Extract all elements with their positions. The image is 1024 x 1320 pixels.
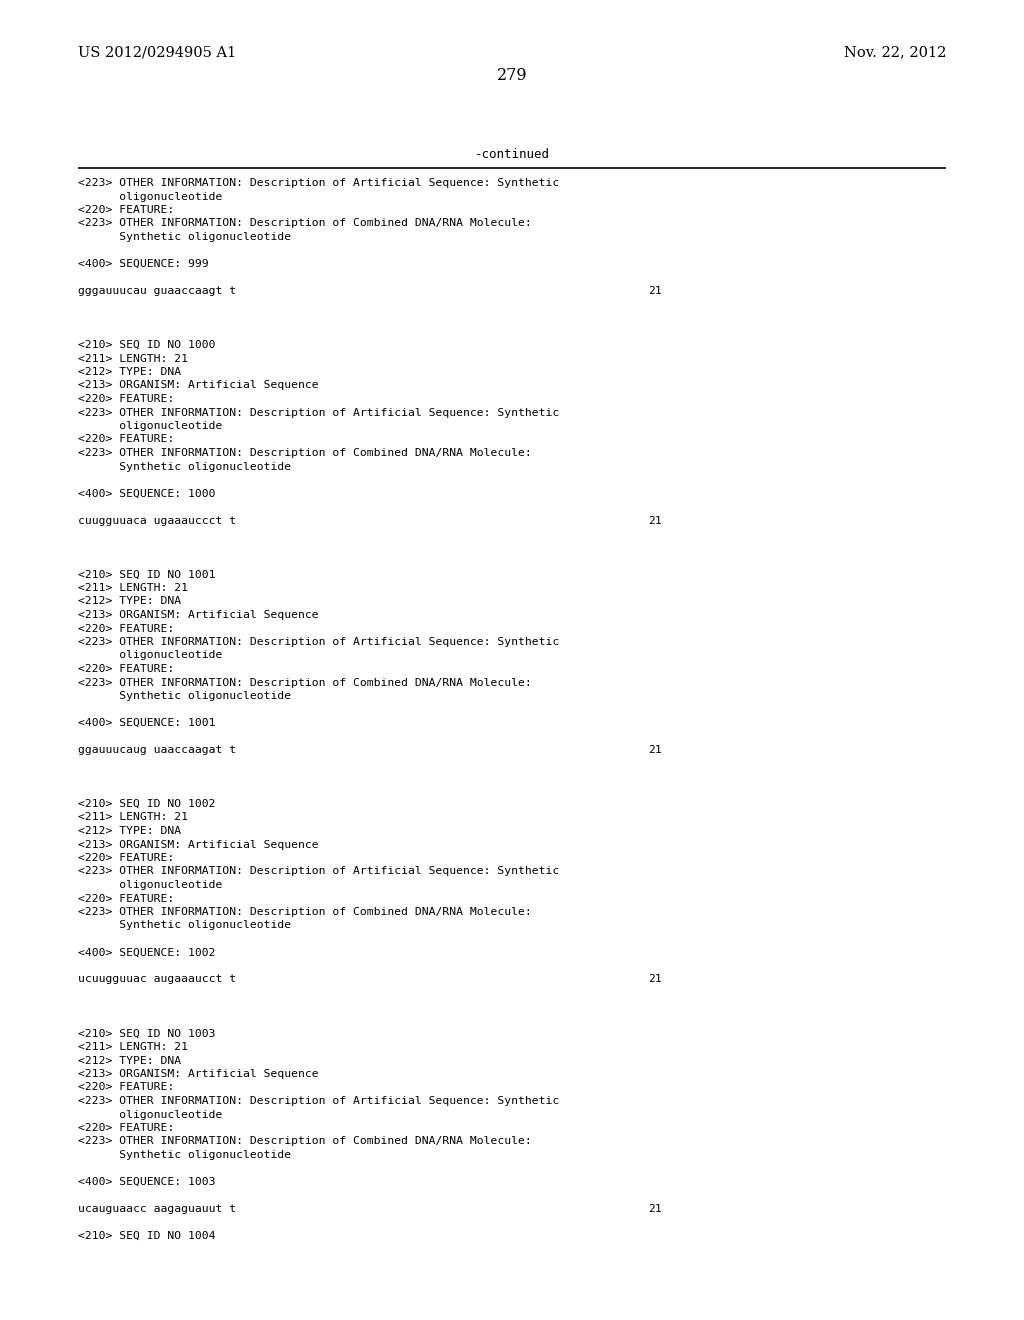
Text: <223> OTHER INFORMATION: Description of Combined DNA/RNA Molecule:: <223> OTHER INFORMATION: Description of … bbox=[78, 907, 531, 917]
Text: <223> OTHER INFORMATION: Description of Combined DNA/RNA Molecule:: <223> OTHER INFORMATION: Description of … bbox=[78, 677, 531, 688]
Text: <220> FEATURE:: <220> FEATURE: bbox=[78, 623, 174, 634]
Text: Synthetic oligonucleotide: Synthetic oligonucleotide bbox=[78, 920, 291, 931]
Text: <210> SEQ ID NO 1003: <210> SEQ ID NO 1003 bbox=[78, 1028, 215, 1039]
Text: <220> FEATURE:: <220> FEATURE: bbox=[78, 853, 174, 863]
Text: <400> SEQUENCE: 1002: <400> SEQUENCE: 1002 bbox=[78, 948, 215, 957]
Text: <223> OTHER INFORMATION: Description of Artificial Sequence: Synthetic: <223> OTHER INFORMATION: Description of … bbox=[78, 1096, 559, 1106]
Text: <213> ORGANISM: Artificial Sequence: <213> ORGANISM: Artificial Sequence bbox=[78, 840, 318, 850]
Text: oligonucleotide: oligonucleotide bbox=[78, 191, 222, 202]
Text: <400> SEQUENCE: 1000: <400> SEQUENCE: 1000 bbox=[78, 488, 215, 499]
Text: Synthetic oligonucleotide: Synthetic oligonucleotide bbox=[78, 1150, 291, 1160]
Text: oligonucleotide: oligonucleotide bbox=[78, 421, 222, 432]
Text: 279: 279 bbox=[497, 67, 527, 84]
Text: <210> SEQ ID NO 1001: <210> SEQ ID NO 1001 bbox=[78, 569, 215, 579]
Text: <220> FEATURE:: <220> FEATURE: bbox=[78, 205, 174, 215]
Text: <211> LENGTH: 21: <211> LENGTH: 21 bbox=[78, 813, 188, 822]
Text: <212> TYPE: DNA: <212> TYPE: DNA bbox=[78, 1056, 181, 1065]
Text: <212> TYPE: DNA: <212> TYPE: DNA bbox=[78, 597, 181, 606]
Text: <212> TYPE: DNA: <212> TYPE: DNA bbox=[78, 367, 181, 378]
Text: 21: 21 bbox=[648, 744, 662, 755]
Text: <211> LENGTH: 21: <211> LENGTH: 21 bbox=[78, 1041, 188, 1052]
Text: <223> OTHER INFORMATION: Description of Combined DNA/RNA Molecule:: <223> OTHER INFORMATION: Description of … bbox=[78, 1137, 531, 1147]
Text: ggauuucaug uaaccaagat t: ggauuucaug uaaccaagat t bbox=[78, 744, 237, 755]
Text: <400> SEQUENCE: 1003: <400> SEQUENCE: 1003 bbox=[78, 1177, 215, 1187]
Text: ucauguaacc aagaguauut t: ucauguaacc aagaguauut t bbox=[78, 1204, 237, 1214]
Text: oligonucleotide: oligonucleotide bbox=[78, 651, 222, 660]
Text: 21: 21 bbox=[648, 974, 662, 985]
Text: ucuugguuac augaaaucct t: ucuugguuac augaaaucct t bbox=[78, 974, 237, 985]
Text: <213> ORGANISM: Artificial Sequence: <213> ORGANISM: Artificial Sequence bbox=[78, 380, 318, 391]
Text: <223> OTHER INFORMATION: Description of Artificial Sequence: Synthetic: <223> OTHER INFORMATION: Description of … bbox=[78, 408, 559, 417]
Text: Synthetic oligonucleotide: Synthetic oligonucleotide bbox=[78, 462, 291, 471]
Text: <220> FEATURE:: <220> FEATURE: bbox=[78, 894, 174, 903]
Text: <220> FEATURE:: <220> FEATURE: bbox=[78, 393, 174, 404]
Text: <223> OTHER INFORMATION: Description of Combined DNA/RNA Molecule:: <223> OTHER INFORMATION: Description of … bbox=[78, 447, 531, 458]
Text: <223> OTHER INFORMATION: Description of Artificial Sequence: Synthetic: <223> OTHER INFORMATION: Description of … bbox=[78, 866, 559, 876]
Text: <223> OTHER INFORMATION: Description of Artificial Sequence: Synthetic: <223> OTHER INFORMATION: Description of … bbox=[78, 178, 559, 187]
Text: -continued: -continued bbox=[474, 148, 550, 161]
Text: cuugguuaca ugaaauccct t: cuugguuaca ugaaauccct t bbox=[78, 516, 237, 525]
Text: Synthetic oligonucleotide: Synthetic oligonucleotide bbox=[78, 232, 291, 242]
Text: <220> FEATURE:: <220> FEATURE: bbox=[78, 1123, 174, 1133]
Text: oligonucleotide: oligonucleotide bbox=[78, 1110, 222, 1119]
Text: 21: 21 bbox=[648, 516, 662, 525]
Text: <211> LENGTH: 21: <211> LENGTH: 21 bbox=[78, 354, 188, 363]
Text: <211> LENGTH: 21: <211> LENGTH: 21 bbox=[78, 583, 188, 593]
Text: <212> TYPE: DNA: <212> TYPE: DNA bbox=[78, 826, 181, 836]
Text: <210> SEQ ID NO 1004: <210> SEQ ID NO 1004 bbox=[78, 1232, 215, 1241]
Text: oligonucleotide: oligonucleotide bbox=[78, 880, 222, 890]
Text: <400> SEQUENCE: 1001: <400> SEQUENCE: 1001 bbox=[78, 718, 215, 729]
Text: <210> SEQ ID NO 1002: <210> SEQ ID NO 1002 bbox=[78, 799, 215, 809]
Text: <223> OTHER INFORMATION: Description of Combined DNA/RNA Molecule:: <223> OTHER INFORMATION: Description of … bbox=[78, 219, 531, 228]
Text: gggauuucau guaaccaagt t: gggauuucau guaaccaagt t bbox=[78, 286, 237, 296]
Text: <213> ORGANISM: Artificial Sequence: <213> ORGANISM: Artificial Sequence bbox=[78, 1069, 318, 1078]
Text: <213> ORGANISM: Artificial Sequence: <213> ORGANISM: Artificial Sequence bbox=[78, 610, 318, 620]
Text: <220> FEATURE:: <220> FEATURE: bbox=[78, 664, 174, 675]
Text: Synthetic oligonucleotide: Synthetic oligonucleotide bbox=[78, 690, 291, 701]
Text: 21: 21 bbox=[648, 1204, 662, 1214]
Text: <220> FEATURE:: <220> FEATURE: bbox=[78, 434, 174, 445]
Text: <223> OTHER INFORMATION: Description of Artificial Sequence: Synthetic: <223> OTHER INFORMATION: Description of … bbox=[78, 638, 559, 647]
Text: <210> SEQ ID NO 1000: <210> SEQ ID NO 1000 bbox=[78, 341, 215, 350]
Text: 21: 21 bbox=[648, 286, 662, 296]
Text: US 2012/0294905 A1: US 2012/0294905 A1 bbox=[78, 45, 237, 59]
Text: <220> FEATURE:: <220> FEATURE: bbox=[78, 1082, 174, 1093]
Text: Nov. 22, 2012: Nov. 22, 2012 bbox=[844, 45, 946, 59]
Text: <400> SEQUENCE: 999: <400> SEQUENCE: 999 bbox=[78, 259, 209, 269]
